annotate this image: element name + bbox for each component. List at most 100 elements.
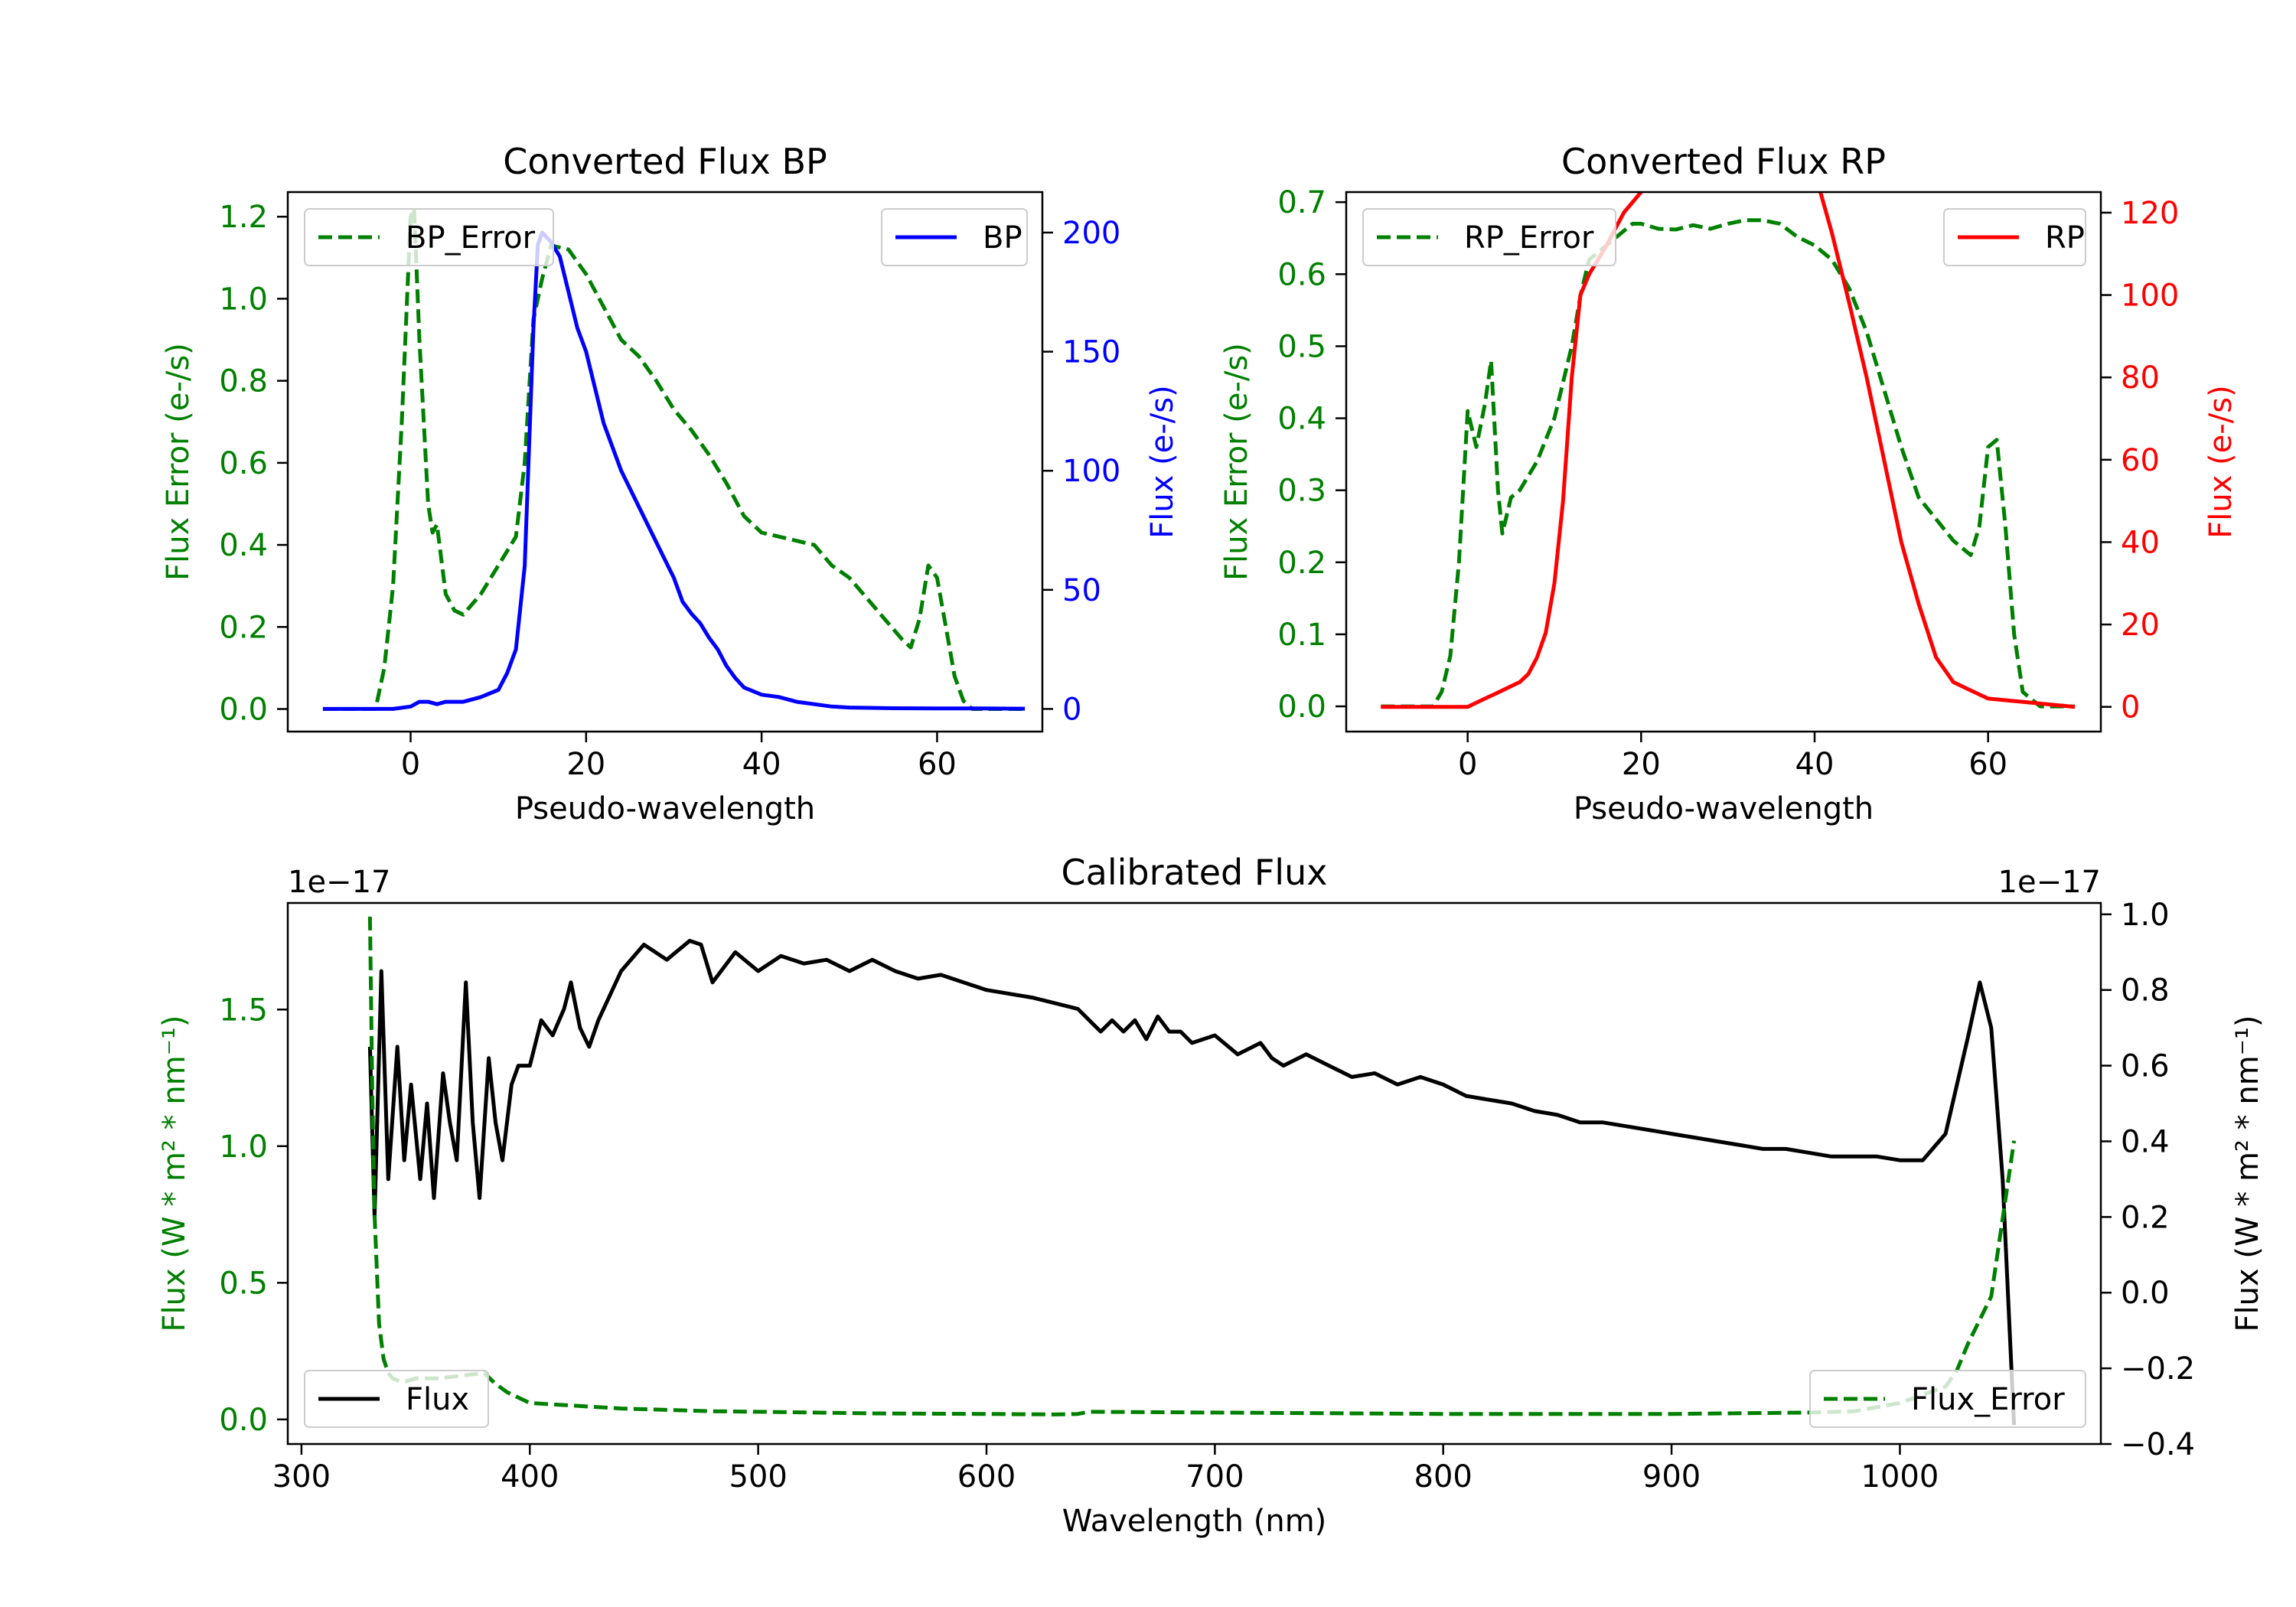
plot-area	[1381, 192, 2076, 709]
y-left-tick-label: 1.0	[219, 1129, 268, 1165]
x-tick-label: 800	[1414, 1459, 1473, 1495]
legend: Flux_Error	[1809, 1370, 2086, 1428]
x-tick-label: 0	[401, 747, 420, 782]
y-left-tick-label: 0.7	[1277, 185, 1326, 220]
chart-calibrated: 300 400 500 600 700 800 900 1000 0.0 0.5 1.0 1.5 −0.…	[157, 852, 2265, 1539]
series-line-bp-error	[322, 206, 1026, 711]
x-tick-label: 600	[957, 1459, 1016, 1495]
plot-area	[367, 916, 2017, 1426]
y-right-tick-label: 100	[2121, 279, 2179, 314]
legend: BP	[881, 208, 1028, 266]
y-right-tick-label: 150	[1062, 335, 1120, 370]
y-right-tick-label: 100	[1062, 454, 1120, 489]
x-axis-label: Pseudo-wavelength	[1574, 791, 1874, 826]
axes-frame	[286, 191, 1044, 733]
y-left-tick-label: 0.8	[219, 364, 268, 399]
offset-text-right: 1e−17	[1998, 865, 2101, 900]
offset-text-left: 1e−17	[288, 865, 390, 900]
legend: Flux	[304, 1370, 489, 1428]
chart-title: Converted Flux RP	[1561, 141, 1886, 182]
y-right-tick-label: 0.4	[2121, 1124, 2170, 1159]
y-left-axis-label: Flux (W * m² * nm⁻¹)	[157, 1015, 192, 1332]
y-left-tick-label: 0.0	[219, 1403, 268, 1438]
x-tick-label: 300	[272, 1459, 331, 1495]
legend-label: RP_Error	[1464, 220, 1594, 256]
y-left-tick-label: 0.1	[1277, 618, 1326, 653]
y-right-axis-label: Flux (e-/s)	[1145, 385, 1180, 538]
plot-area	[322, 206, 1026, 711]
series-line-rp	[1381, 192, 2076, 709]
x-tick-label: 500	[729, 1459, 787, 1495]
y-left-axis-label: Flux Error (e-/s)	[161, 343, 196, 581]
y-left-tick-label: 0.6	[1277, 257, 1326, 292]
x-tick-label: 60	[918, 747, 957, 782]
series-line-flux	[367, 938, 2017, 1426]
legend-box	[304, 208, 554, 266]
x-tick-label: 40	[1795, 747, 1835, 782]
series-line-bp	[322, 230, 1026, 711]
legend-label: RP	[2045, 220, 2085, 256]
legend-box	[1809, 1370, 2086, 1428]
legend: RP_Error	[1362, 208, 1616, 266]
y-right-tick-label: 20	[2121, 608, 2160, 643]
legend-box	[304, 1370, 489, 1428]
y-right-tick-label: 0.2	[2121, 1200, 2170, 1235]
legend: RP	[1943, 208, 2086, 266]
y-right-tick-label: 0.0	[2121, 1276, 2170, 1311]
y-left-tick-label: 0.6	[219, 446, 268, 481]
legend-label: Flux	[406, 1382, 469, 1417]
y-right-tick-label: 0.6	[2121, 1049, 2170, 1084]
y-left-axis-label: Flux Error (e-/s)	[1219, 343, 1254, 581]
x-tick-label: 60	[1968, 747, 2007, 782]
y-right-tick-label: −0.4	[2121, 1427, 2195, 1462]
y-right-tick-label: 0.8	[2121, 973, 2170, 1009]
y-right-axis-label: Flux (W * m² * nm⁻¹)	[2230, 1015, 2265, 1332]
legend: BP_Error	[304, 208, 554, 266]
axes-frame	[1345, 191, 2102, 733]
y-left-tick-label: 0.0	[219, 693, 268, 728]
legend-label: Flux_Error	[1911, 1382, 2065, 1417]
x-tick-label: 900	[1642, 1459, 1701, 1495]
y-right-tick-label: 40	[2121, 525, 2160, 560]
series-line-rp-error	[1381, 218, 2075, 709]
series-line-flux-error	[367, 916, 2017, 1416]
x-axis-label: Wavelength (nm)	[1062, 1504, 1327, 1539]
y-left-tick-label: 1.2	[219, 200, 268, 235]
y-right-tick-label: −0.2	[2121, 1351, 2195, 1387]
y-right-tick-label: 120	[2121, 196, 2179, 231]
x-tick-label: 20	[1622, 747, 1661, 782]
chart-title: Converted Flux BP	[503, 141, 827, 182]
legend-label: BP_Error	[406, 220, 536, 256]
y-right-tick-label: 50	[1062, 573, 1101, 608]
x-tick-label: 40	[742, 747, 781, 782]
x-tick-label: 0	[1458, 747, 1477, 782]
y-left-tick-label: 0.3	[1277, 474, 1326, 509]
x-axis-label: Pseudo-wavelength	[515, 791, 815, 826]
x-tick-label: 20	[566, 747, 605, 782]
y-right-tick-label: 0	[2121, 690, 2140, 725]
y-left-tick-label: 0.2	[1277, 546, 1326, 581]
y-left-tick-label: 0.5	[1277, 329, 1326, 364]
y-right-axis-label: Flux (e-/s)	[2203, 385, 2239, 538]
y-left-tick-label: 1.0	[219, 282, 268, 317]
chart-title: Calibrated Flux	[1062, 852, 1328, 893]
y-right-tick-label: 80	[2121, 360, 2160, 396]
y-left-tick-label: 1.5	[219, 993, 268, 1028]
y-left-tick-label: 0.5	[219, 1266, 268, 1301]
x-tick-label: 1000	[1861, 1459, 1939, 1495]
y-right-tick-label: 200	[1062, 216, 1120, 251]
legend-label: BP	[983, 220, 1022, 256]
y-left-tick-label: 0.0	[1277, 689, 1326, 725]
x-tick-label: 400	[501, 1459, 559, 1495]
chart-bp: 0 20 40 60 0.0 0.2 0.4 0.6 0.8 1.0 1.2 0 50 100 150 200…	[161, 141, 1180, 826]
x-tick-label: 700	[1186, 1459, 1244, 1495]
y-left-tick-label: 0.2	[219, 610, 268, 645]
y-right-tick-label: 1.0	[2121, 898, 2170, 933]
y-right-tick-label: 0	[1062, 692, 1081, 727]
chart-rp: 0 20 40 60 0.0 0.1 0.2 0.3 0.4 0.5 0.6 0.7 0 20 40 60 80…	[1219, 141, 2239, 826]
y-left-tick-label: 0.4	[1277, 402, 1326, 437]
y-left-tick-label: 0.4	[219, 528, 268, 563]
y-right-tick-label: 60	[2121, 443, 2160, 478]
axes-frame	[286, 901, 2102, 1446]
